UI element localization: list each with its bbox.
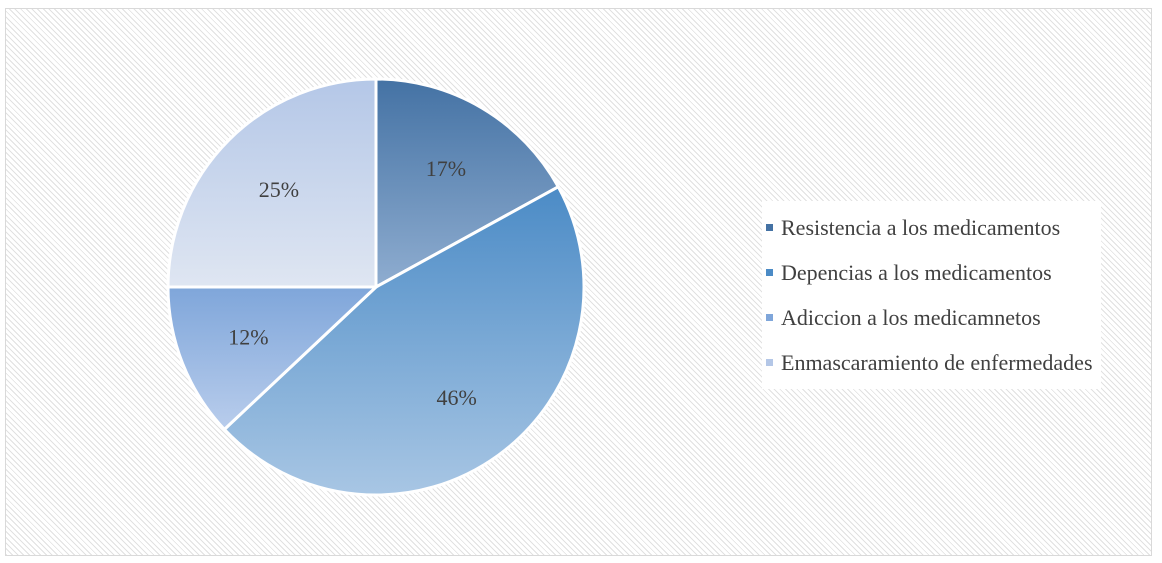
data-label-adiccion: 12% [228,325,268,350]
data-label-resistencia: 17% [426,156,466,181]
data-label-enmascaramiento: 25% [259,177,299,202]
legend-item-dependencias: Depencias a los medicamentos [766,250,1093,295]
pie-slice-dependencias [222,185,586,497]
pie-data-labels: 17% 46% 12% 25% [228,156,477,410]
legend-label-resistencia: Resistencia a los medicamentos [781,215,1061,240]
legend-swatch-dependencias [766,269,773,276]
pie-slice-enmascaramiento [166,77,378,289]
legend-item-adiccion: Adiccion a los medicamnetos [766,295,1093,340]
legend: Resistencia a los medicamentos Depencias… [762,201,1101,389]
legend-label-adiccion: Adiccion a los medicamnetos [781,305,1041,330]
legend-swatch-enmascaramiento [766,359,773,366]
pie-slices [166,77,586,497]
pie-chart: 17% 46% 12% 25% [166,77,586,497]
legend-swatch-adiccion [766,314,773,321]
pie-slice-resistencia [374,77,560,289]
legend-item-resistencia: Resistencia a los medicamentos [766,205,1093,250]
chart-area: 17% 46% 12% 25% Resistencia a los medicamen… [5,8,1152,556]
legend-item-enmascaramiento: Enmascaramiento de enfermedades [766,340,1093,385]
pie-slice-adiccion [166,285,378,431]
legend-label-enmascaramiento: Enmascaramiento de enfermedades [781,350,1093,375]
data-label-dependencias: 46% [437,385,477,410]
legend-label-dependencias: Depencias a los medicamentos [781,260,1052,285]
legend-swatch-resistencia [766,224,773,231]
